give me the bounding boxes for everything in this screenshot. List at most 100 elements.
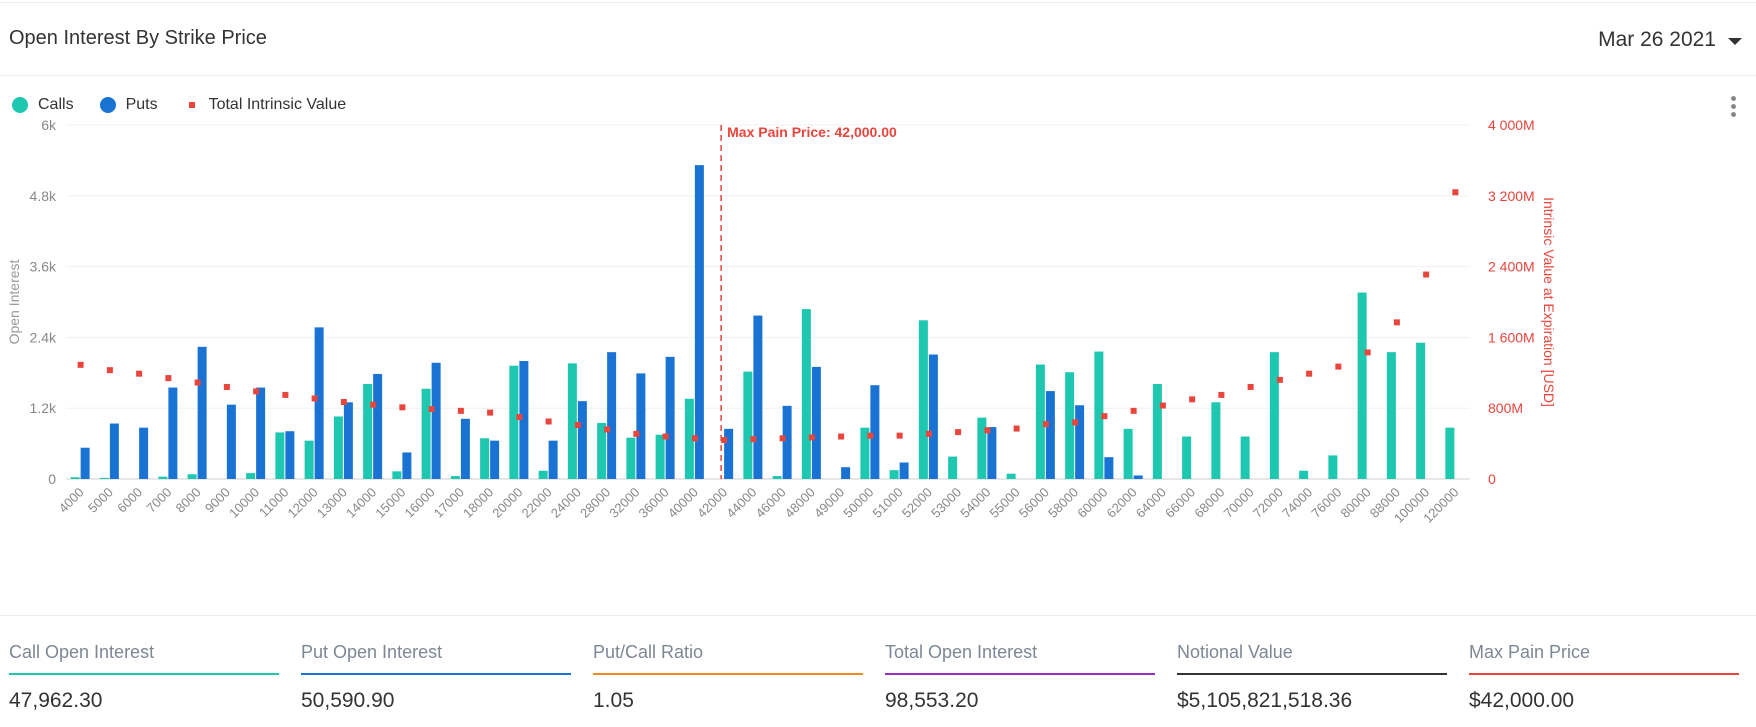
- x-tick-label: 22000: [519, 485, 555, 521]
- calls-bar: [889, 470, 899, 479]
- max-pain-label: Max Pain Price: 42,000.00: [727, 124, 897, 140]
- puts-bar: [343, 402, 353, 479]
- calls-bar: [1065, 372, 1075, 479]
- intrinsic-value-point: [1306, 370, 1313, 377]
- x-tick-label: 54000: [957, 485, 993, 521]
- x-tick-label: 44000: [723, 485, 759, 521]
- calls-bar: [363, 384, 373, 479]
- y-tick-label: 1.2k: [30, 400, 57, 416]
- puts-bar: [636, 373, 646, 479]
- puts-bar: [373, 373, 383, 479]
- puts-bar: [987, 427, 997, 479]
- puts-bar: [607, 352, 617, 479]
- stat-value: 50,590.90: [301, 689, 395, 712]
- x-tick-label: 72000: [1250, 485, 1286, 521]
- stat-put-open-interest: Put Open Interest 50,590.90: [301, 642, 571, 713]
- calls-bar: [99, 477, 109, 479]
- calls-bar: [918, 320, 928, 479]
- intrinsic-value-point: [77, 361, 84, 368]
- puts-bar: [782, 405, 792, 479]
- intrinsic-value-point: [1189, 396, 1196, 403]
- intrinsic-value-point: [574, 422, 581, 429]
- x-tick-label: 46000: [753, 485, 789, 521]
- calls-bar: [1006, 473, 1016, 479]
- puts-bar: [226, 404, 236, 479]
- puts-bar: [460, 418, 470, 479]
- intrinsic-value-marker-icon: [188, 102, 195, 108]
- x-tick-label: 60000: [1074, 485, 1110, 521]
- x-tick-label: 4000: [56, 485, 87, 516]
- x-tick-label: 51000: [870, 485, 906, 521]
- puts-bar: [1045, 391, 1055, 479]
- puts-bar: [431, 362, 441, 479]
- page-title: Open Interest By Strike Price: [9, 27, 267, 49]
- x-tick-label: 18000: [460, 485, 496, 521]
- intrinsic-value-point: [662, 433, 669, 440]
- calls-bar: [1269, 352, 1279, 479]
- expiration-date-dropdown[interactable]: Mar 26 2021: [1598, 25, 1742, 55]
- calls-bar: [1240, 436, 1250, 479]
- intrinsic-value-point: [691, 435, 698, 442]
- more-options-menu[interactable]: [1726, 96, 1740, 122]
- intrinsic-value-point: [282, 391, 289, 398]
- x-tick-label: 50000: [840, 485, 876, 521]
- intrinsic-value-point: [867, 432, 874, 439]
- x-tick-label: 13000: [314, 485, 350, 521]
- calls-bar: [1094, 351, 1104, 479]
- puts-bar: [109, 423, 119, 479]
- intrinsic-value-point: [194, 379, 201, 386]
- calls-bar: [275, 432, 285, 479]
- x-tick-label: 24000: [548, 485, 584, 521]
- x-tick-label: 42000: [694, 485, 730, 521]
- intrinsic-value-point: [1423, 271, 1430, 278]
- legend-item-total-intrinsic-value[interactable]: Total Intrinsic Value: [184, 96, 346, 114]
- intrinsic-value-point: [633, 430, 640, 437]
- x-tick-label: 32000: [606, 485, 642, 521]
- calls-bar: [1416, 342, 1426, 479]
- x-tick-label: 48000: [782, 485, 818, 521]
- puts-bar: [899, 462, 909, 479]
- intrinsic-value-point: [1247, 383, 1254, 390]
- intrinsic-value-point: [136, 370, 143, 377]
- intrinsic-value-point: [1042, 421, 1049, 428]
- chart-legend: Calls Puts Total Intrinsic Value: [12, 96, 372, 114]
- y-tick-label: 3.6k: [30, 259, 57, 275]
- stat-underline: [9, 673, 279, 675]
- x-tick-label: 10000: [226, 485, 262, 521]
- intrinsic-value-point: [516, 414, 523, 421]
- intrinsic-value-point: [428, 406, 435, 413]
- x-tick-label: 15000: [372, 485, 408, 521]
- x-tick-label: 76000: [1308, 485, 1344, 521]
- puts-marker-icon: [99, 97, 116, 113]
- calls-bar: [1182, 436, 1192, 479]
- stat-notional-value: Notional Value $5,105,821,518.36: [1177, 642, 1447, 713]
- legend-item-calls[interactable]: Calls: [12, 96, 74, 114]
- intrinsic-value-point: [984, 427, 991, 434]
- puts-bar: [811, 366, 821, 479]
- puts-bar: [724, 428, 734, 479]
- legend-label-calls: Calls: [38, 96, 74, 113]
- x-tick-label: 11000: [256, 485, 291, 520]
- calls-bar: [1123, 428, 1133, 479]
- calls-bar: [801, 309, 811, 479]
- calls-bar: [1299, 470, 1309, 479]
- legend-item-puts[interactable]: Puts: [99, 96, 158, 114]
- stat-underline: [885, 673, 1155, 675]
- intrinsic-value-point: [1013, 425, 1020, 432]
- top-border: [0, 2, 1756, 3]
- puts-bar: [139, 427, 149, 479]
- calls-bar: [1386, 352, 1396, 479]
- intrinsic-value-point: [750, 436, 757, 443]
- calls-bar: [480, 438, 490, 479]
- calls-bar: [509, 365, 519, 479]
- more-vertical-icon: [1730, 96, 1736, 101]
- calls-bar: [333, 416, 343, 479]
- intrinsic-value-point: [1276, 376, 1283, 383]
- calls-bar: [1035, 364, 1045, 479]
- intrinsic-value-point: [808, 434, 815, 441]
- puts-bar: [490, 440, 500, 479]
- stat-label: Notional Value: [1177, 642, 1293, 662]
- puts-bar: [1104, 457, 1114, 479]
- stat-put-call-ratio: Put/Call Ratio 1.05: [593, 642, 863, 713]
- y2-tick-label: 3 200M: [1488, 188, 1535, 204]
